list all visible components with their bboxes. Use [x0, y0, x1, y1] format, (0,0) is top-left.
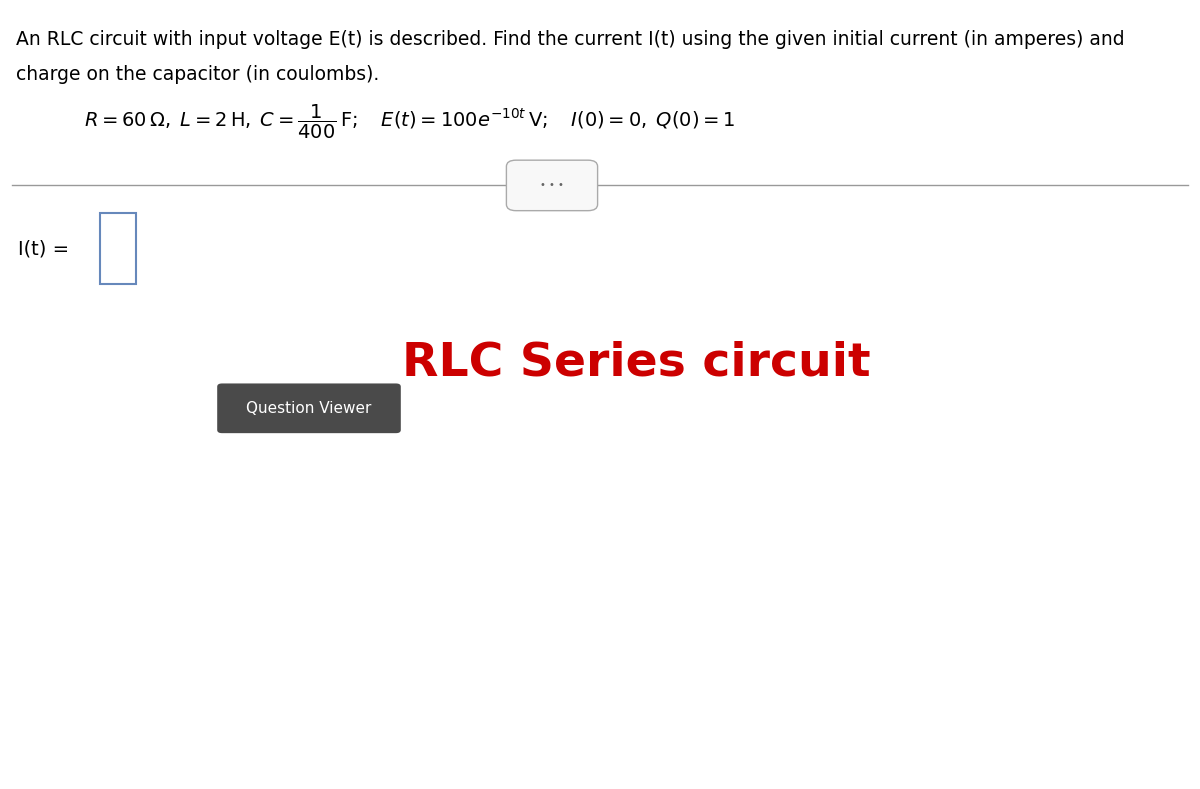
FancyBboxPatch shape — [217, 383, 401, 433]
FancyBboxPatch shape — [506, 160, 598, 211]
Text: I(t) =: I(t) = — [18, 239, 76, 258]
Text: $R = 60\,\Omega,\; L = 2\,\mathrm{H},\; C = \dfrac{1}{400}\,\mathrm{F};\quadE(t): $R = 60\,\Omega,\; L = 2\,\mathrm{H},\; … — [84, 103, 736, 141]
FancyBboxPatch shape — [100, 213, 136, 284]
Text: charge on the capacitor (in coulombs).: charge on the capacitor (in coulombs). — [16, 65, 379, 84]
Text: RLC Series circuit: RLC Series circuit — [402, 340, 870, 386]
Text: Question Viewer: Question Viewer — [246, 401, 372, 416]
Text: • • •: • • • — [540, 181, 564, 190]
Text: An RLC circuit with input voltage E(t) is described. Find the current I(t) using: An RLC circuit with input voltage E(t) i… — [16, 30, 1124, 49]
